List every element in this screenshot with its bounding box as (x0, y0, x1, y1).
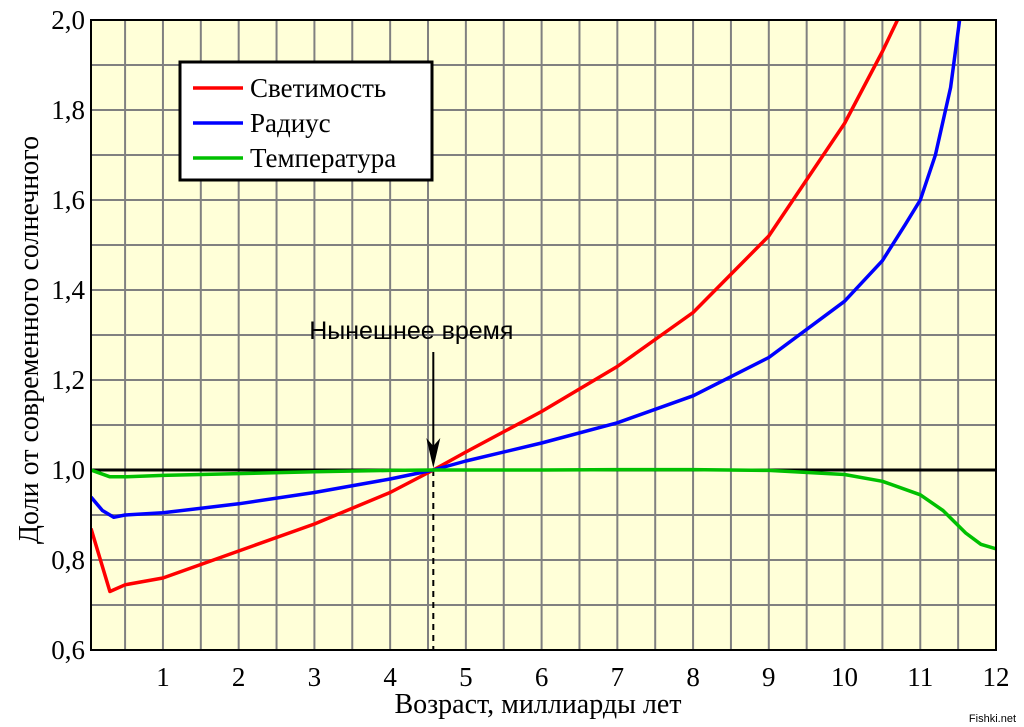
x-tick-label: 6 (535, 662, 549, 692)
series-line-2 (91, 20, 962, 520)
x-tick-label: 2 (232, 662, 246, 692)
y-tick-label: 0,8 (51, 545, 85, 575)
x-tick-label: 7 (611, 662, 625, 692)
watermark: Fishki.net (969, 713, 1016, 725)
plot-frame (90, 19, 997, 651)
y-tick-label: 1,8 (51, 95, 85, 125)
y-tick-label: 2,0 (51, 5, 85, 35)
x-tick-label: 3 (308, 662, 322, 692)
x-tick-label: 1 (156, 662, 170, 692)
legend-label: Светимость (250, 73, 386, 103)
x-tick-label: 11 (907, 662, 933, 692)
y-tick-label: 1,4 (51, 275, 85, 305)
legend-label: Радиус (250, 108, 331, 138)
legend-label: Температура (250, 143, 396, 173)
x-tick-label: 9 (762, 662, 776, 692)
legend: Светимость Радиус Температура (178, 60, 434, 182)
series-line-1 (91, 20, 900, 594)
x-tick-label: 5 (459, 662, 473, 692)
arrow-head (426, 438, 441, 468)
series-group (91, 20, 996, 594)
y-tick-label: 1,0 (51, 455, 85, 485)
x-axis-title: Возраст, миллиарды лет (394, 689, 681, 720)
legend-box (178, 60, 434, 182)
y-tick-label: 1,2 (51, 365, 85, 395)
annotation-label: Нынешнее время (309, 317, 513, 345)
x-tick-label: 10 (831, 662, 858, 692)
y-tick-label: 1,6 (51, 185, 85, 215)
y-tick-label: 0,6 (51, 635, 85, 665)
x-tick-label: 12 (983, 662, 1010, 692)
x-tick-label: 4 (383, 662, 397, 692)
y-axis-title: Доли от современного солнечного (14, 136, 45, 544)
tick-labels: 1 2 3 4 5 6 7 8 9 10 11 120,60,81,01,21,41,61,82,0 (51, 5, 1009, 692)
x-tick-label: 8 (686, 662, 700, 692)
series-line-3 (91, 467, 996, 551)
